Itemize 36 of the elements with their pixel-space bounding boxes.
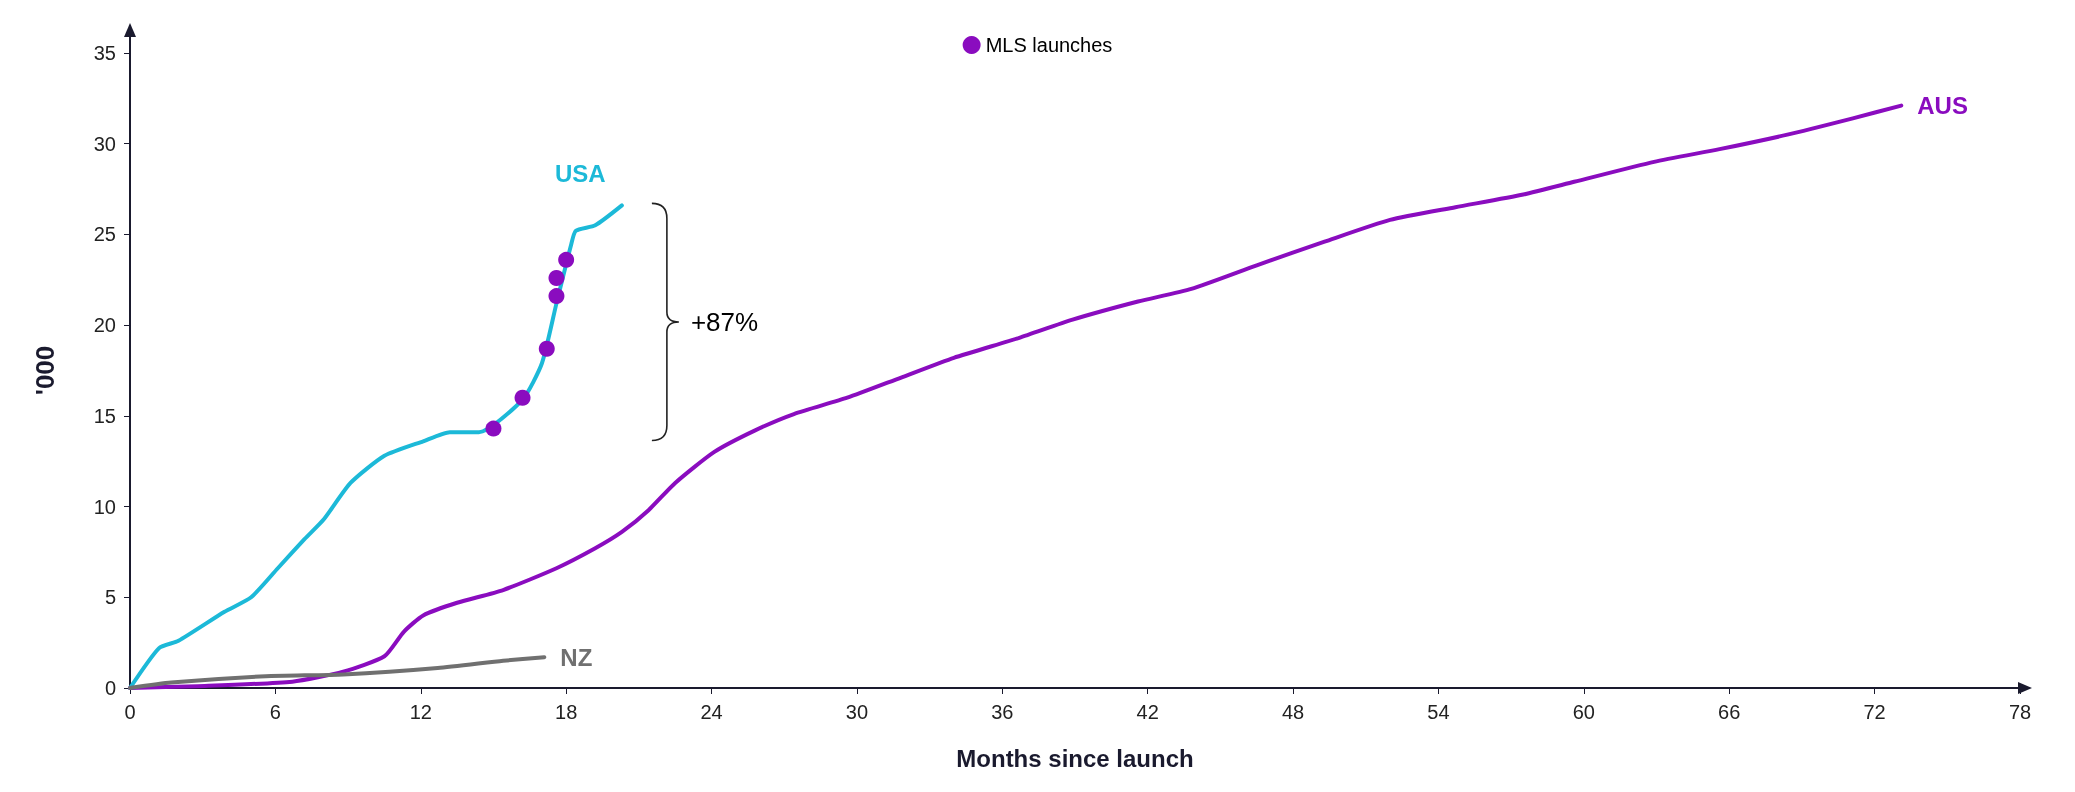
x-tick-label: 36 (991, 701, 1014, 723)
series-label: AUS (1917, 92, 1968, 120)
x-tick-label: 12 (409, 701, 432, 723)
point (558, 251, 575, 268)
point (548, 269, 565, 286)
x-tick-label: 72 (1863, 701, 1886, 723)
y-tick-label: 5 (104, 586, 116, 609)
x-tick-label: 48 (1281, 701, 1305, 723)
annotation: +87% (690, 306, 759, 337)
x-tick-label: 6 (269, 701, 281, 723)
series-label: USA (554, 159, 606, 187)
point (485, 420, 502, 437)
y-tick-label: 25 (93, 223, 116, 246)
point (548, 288, 565, 305)
x-axis-title: Months since launch (956, 744, 1194, 772)
x-tick-label: 0 (124, 701, 136, 723)
y-tick-label: 0 (104, 677, 116, 699)
point (514, 389, 531, 406)
x-tick-label: 78 (2008, 701, 2032, 723)
point (538, 340, 555, 357)
x-tick-label: 42 (1136, 701, 1159, 723)
x-tick-label: 18 (555, 701, 578, 723)
y-tick-label: 30 (93, 132, 116, 155)
series-label: NZ (560, 643, 593, 671)
x-tick-label: 66 (1718, 701, 1741, 723)
y-tick-label: 35 (93, 42, 116, 64)
y-tick-label: 10 (93, 495, 116, 518)
x-tick-label: 30 (845, 701, 869, 723)
x-tick-label: 54 (1427, 701, 1450, 723)
line-series (128, 655, 547, 690)
x-tick-label: 60 (1572, 701, 1595, 723)
y-axis-title: '000 (30, 345, 60, 396)
legend-label: MLS launches (985, 34, 1113, 56)
y-tick-label: 20 (93, 314, 116, 337)
y-tick-label: 15 (93, 404, 116, 427)
x-tick-label: 24 (700, 701, 723, 723)
